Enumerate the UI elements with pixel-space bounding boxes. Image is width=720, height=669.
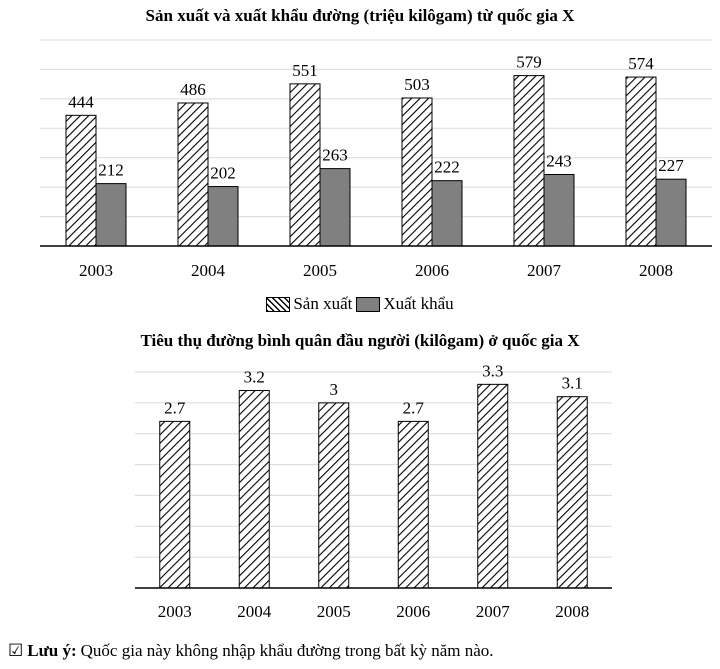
x-tick-label: 2006 xyxy=(396,602,430,621)
value-label-production: 574 xyxy=(628,54,654,73)
x-tick-label: 2007 xyxy=(527,261,562,280)
legend-item-production: Sản xuất xyxy=(266,294,352,314)
bar-consumption xyxy=(159,420,191,589)
chart2-title: Tiêu thụ đường bình quân đầu người (kilô… xyxy=(140,331,580,350)
chart1-plot: 444 212 2003 486 202 2004 551 263 2005 503 222 2006… xyxy=(40,39,712,280)
bar-production xyxy=(401,97,433,247)
bar-consumption xyxy=(238,390,270,589)
x-tick-label: 2008 xyxy=(555,602,589,621)
value-label-production: 486 xyxy=(180,80,206,99)
chart1-title: Sản xuất và xuất khẩu đường (triệu kilôg… xyxy=(145,6,575,25)
x-tick-label: 2003 xyxy=(79,261,113,280)
x-tick-label: 2007 xyxy=(476,602,511,621)
value-label-production: 503 xyxy=(404,75,430,94)
value-label-consumption: 2.7 xyxy=(403,398,425,417)
legend-swatch-production xyxy=(266,296,291,312)
value-label-production: 579 xyxy=(516,53,542,72)
value-label-export: 243 xyxy=(546,151,572,170)
legend-item-export: Xuất khẩu xyxy=(356,294,454,314)
bar-consumption xyxy=(556,396,588,589)
bar-production xyxy=(65,114,97,247)
x-tick-label: 2006 xyxy=(415,261,449,280)
value-label-consumption: 3 xyxy=(330,380,339,399)
x-tick-label: 2005 xyxy=(303,261,337,280)
checkbox-icon: ☑ xyxy=(8,641,24,660)
bar-export xyxy=(207,186,239,247)
value-label-consumption: 3.1 xyxy=(562,374,583,393)
x-tick-label: 2004 xyxy=(191,261,226,280)
chart1-legend: Sản xuất Xuất khẩu xyxy=(0,294,720,314)
value-label-export: 263 xyxy=(322,146,348,165)
legend-swatch-export xyxy=(356,296,381,312)
value-label-production: 551 xyxy=(292,61,318,80)
bar-production xyxy=(513,75,545,247)
x-tick-label: 2005 xyxy=(317,602,351,621)
value-label-consumption: 3.2 xyxy=(244,368,265,387)
x-tick-label: 2004 xyxy=(237,602,272,621)
bar-export xyxy=(95,183,127,247)
chart2-plot: 2.7 2003 3.2 2004 3 2005 2.7 2006 3.3 2007 3.1 2008 xyxy=(135,361,612,621)
bar-production xyxy=(177,102,209,247)
note-label: Lưu ý: xyxy=(27,641,77,660)
value-label-export: 227 xyxy=(658,156,684,175)
value-label-consumption: 3.3 xyxy=(482,361,503,380)
note: ☑ Lưu ý: Quốc gia này không nhập khẩu đườn… xyxy=(8,641,494,661)
bar-consumption xyxy=(397,420,429,589)
x-tick-label: 2003 xyxy=(158,602,192,621)
bar-export xyxy=(655,178,687,247)
value-label-export: 202 xyxy=(210,164,236,183)
x-tick-label: 2008 xyxy=(639,261,673,280)
legend-label-production: Sản xuất xyxy=(293,294,353,313)
bar-production xyxy=(289,83,321,247)
bar-production xyxy=(625,76,657,247)
bar-export xyxy=(543,173,575,247)
legend-label-export: Xuất khẩu xyxy=(383,294,454,313)
note-text: Quốc gia này không nhập khẩu đường trong… xyxy=(80,641,494,660)
value-label-production: 444 xyxy=(68,92,94,111)
value-label-consumption: 2.7 xyxy=(164,398,186,417)
bar-consumption xyxy=(477,383,509,589)
value-label-export: 212 xyxy=(98,161,124,180)
value-label-export: 222 xyxy=(434,158,460,177)
bar-consumption xyxy=(318,402,350,589)
bar-export xyxy=(319,168,351,247)
